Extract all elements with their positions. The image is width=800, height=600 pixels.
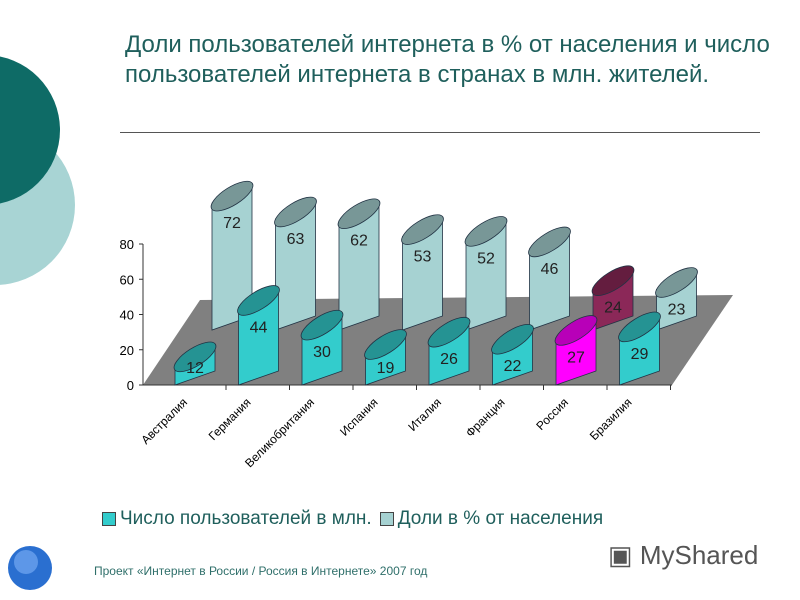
legend-swatch	[379, 511, 394, 526]
bar-back-top	[464, 216, 508, 247]
x-tick-label: Австралия	[138, 395, 190, 447]
x-tick-label: Германия	[206, 395, 254, 443]
bar-front-top	[491, 323, 534, 355]
data-label: 24	[604, 300, 622, 317]
data-label: 53	[414, 249, 432, 266]
legend: Число пользователей в млн. Доли в % от н…	[102, 508, 603, 530]
bar-front-top	[364, 329, 407, 360]
presentation-icon: ▣	[608, 540, 633, 570]
data-label: 44	[250, 319, 268, 336]
watermark-logo: ▣ MyShared	[608, 540, 758, 571]
bar-front-top	[237, 285, 280, 316]
watermark-text: MyShared	[639, 540, 759, 570]
x-tick-label: Бразилия	[587, 395, 635, 443]
data-label: 12	[186, 360, 204, 377]
data-label: 23	[668, 301, 686, 318]
bar-front-top	[618, 311, 661, 343]
page-title: Доли пользователей интернета в % от насе…	[125, 31, 770, 88]
legend-item-share: Доли в % от населения	[379, 508, 604, 530]
divider	[120, 132, 760, 133]
bar-back-top	[401, 214, 444, 245]
y-tick-label: 80	[120, 237, 134, 252]
y-tick-label: 60	[120, 272, 134, 287]
x-tick-label: Великобритания	[242, 395, 317, 470]
bar-back-top	[337, 198, 381, 229]
data-label: 26	[440, 351, 458, 368]
y-tick-label: 0	[127, 378, 134, 393]
bar-front-top	[173, 341, 217, 373]
data-label: 19	[377, 360, 395, 377]
bar-front-top	[427, 316, 471, 348]
footer: Проект «Интернет в России / Россия в Инт…	[94, 564, 428, 578]
x-tick-label: Россия	[533, 395, 571, 433]
bar-back-top	[655, 267, 698, 298]
data-label: 72	[223, 215, 241, 232]
legend-label: Число пользователей в млн.	[120, 508, 372, 529]
legend-label: Доли в % от населения	[397, 508, 604, 529]
data-label: 30	[313, 344, 331, 361]
x-tick-label: Франция	[463, 395, 508, 440]
decor-circle-dark	[0, 56, 60, 204]
globe-highlight	[14, 550, 38, 574]
data-label: 62	[350, 233, 368, 250]
y-tick-label: 40	[120, 308, 134, 323]
data-label: 52	[477, 250, 495, 267]
data-label: 29	[631, 346, 649, 363]
bar-back-top	[528, 226, 571, 258]
data-label: 22	[504, 358, 522, 375]
x-tick-label: Испания	[337, 395, 381, 439]
legend-item-users: Число пользователей в млн.	[102, 508, 372, 530]
bar-back-top	[210, 180, 254, 212]
bar-front-top	[300, 309, 344, 341]
bar-back-top	[274, 196, 317, 228]
bar-back-top	[591, 265, 635, 296]
y-tick-label: 20	[120, 343, 134, 358]
data-label: 46	[541, 261, 559, 278]
x-tick-label: Италия	[405, 395, 444, 434]
data-label: 27	[567, 349, 585, 366]
bar-front-top	[554, 315, 598, 346]
data-label: 63	[287, 231, 305, 248]
legend-swatch	[102, 511, 116, 526]
